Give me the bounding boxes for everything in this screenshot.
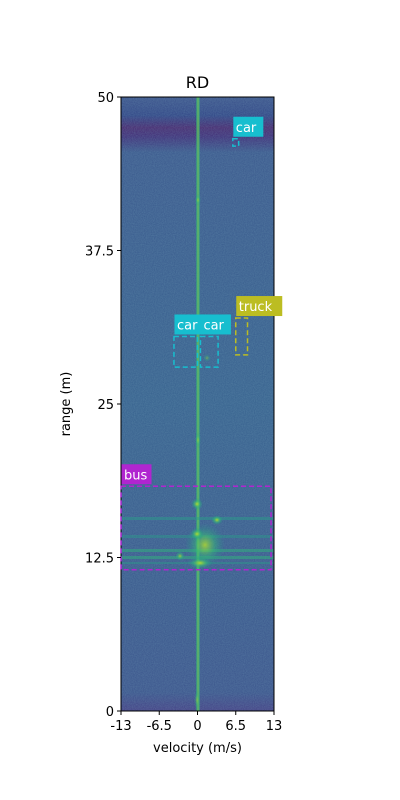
detection-car: car xyxy=(173,314,205,368)
x-tick-label: -13 xyxy=(110,719,131,734)
x-tick-label: -6.5 xyxy=(147,719,172,734)
detection-label: car xyxy=(177,318,198,333)
y-tick-label: 12.5 xyxy=(85,552,114,567)
x-tick-label: 13 xyxy=(266,719,283,734)
detection-label: bus xyxy=(124,468,147,483)
detection-label-bg xyxy=(174,314,205,335)
zero-doppler-ridge xyxy=(196,97,200,711)
detection-box xyxy=(173,335,199,368)
detection-label-bg xyxy=(233,116,264,137)
y-axis-title: range (m) xyxy=(59,372,74,437)
x-axis: -13 -6.5 0 6.5 13 xyxy=(110,711,282,734)
detection-box xyxy=(199,335,219,368)
x-tick-label: 6.5 xyxy=(225,719,246,734)
detection-label-bg xyxy=(236,296,283,317)
detection-car: car xyxy=(199,314,231,368)
detection-box xyxy=(232,138,240,147)
detection-box xyxy=(120,485,272,571)
y-tick-label: 25 xyxy=(97,398,114,413)
bus-returns xyxy=(121,498,274,569)
detection-label-bg xyxy=(200,314,231,335)
y-tick-label: 50 xyxy=(97,91,114,106)
plot-area xyxy=(120,96,275,712)
x-axis-title: velocity (m/s) xyxy=(153,741,242,756)
faint-returns xyxy=(194,194,211,710)
chart-title: RD xyxy=(186,73,209,92)
detection-car: car xyxy=(232,116,264,147)
detection-label: truck xyxy=(239,300,273,315)
detection-label-bg xyxy=(121,464,152,485)
detection-truck: truck xyxy=(235,296,283,356)
y-tick-label: 37.5 xyxy=(85,245,114,260)
detection-bus: bus xyxy=(120,464,272,571)
zero-doppler-core xyxy=(197,97,199,711)
y-tick-label: 0 xyxy=(106,705,114,720)
detection-label: car xyxy=(236,121,257,136)
y-axis: 0 12.5 25 37.5 50 xyxy=(85,91,121,720)
x-tick-label: 0 xyxy=(193,719,201,734)
detection-label: car xyxy=(203,318,224,333)
